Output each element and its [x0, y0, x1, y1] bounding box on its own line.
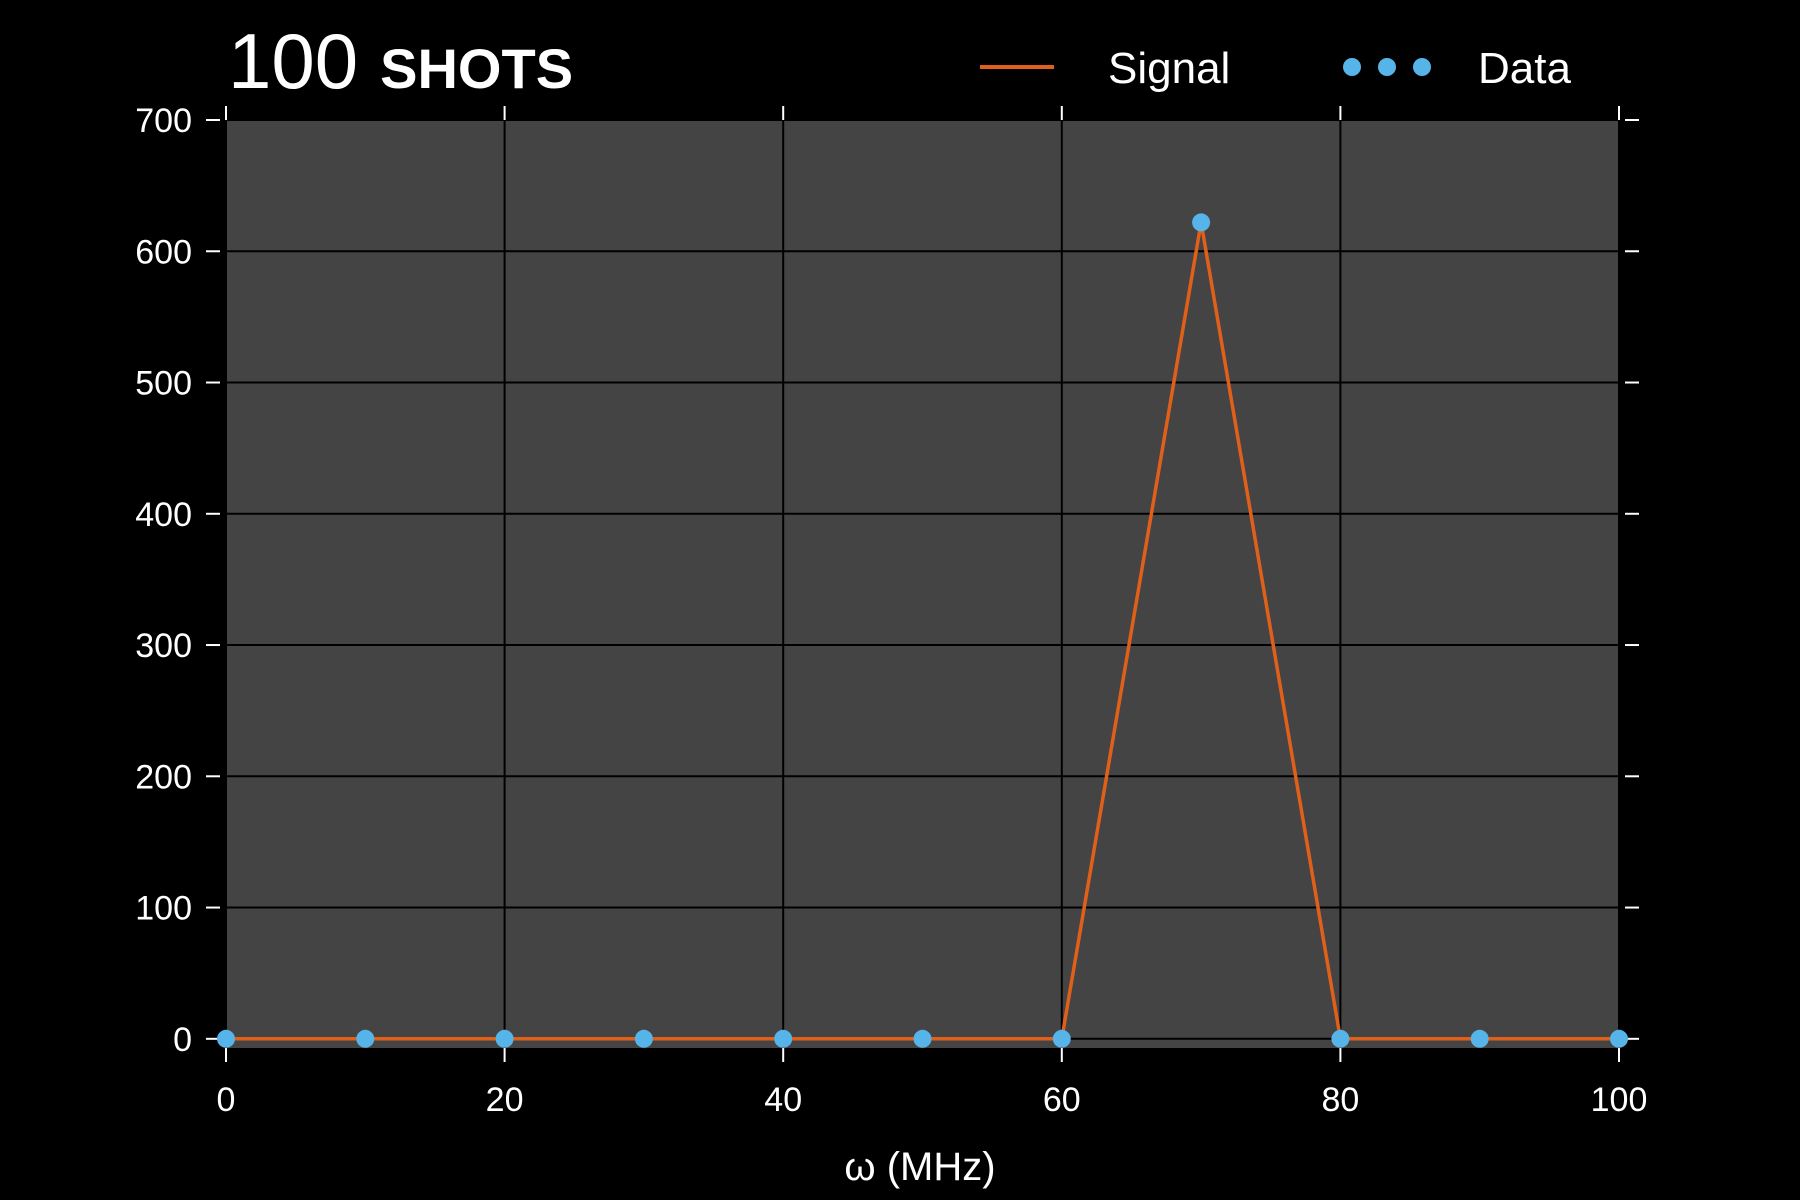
data-point: [217, 1029, 235, 1048]
x-tick-label: 80: [1321, 1081, 1359, 1119]
x-tick-label: 40: [764, 1081, 802, 1119]
plot-area-layer: [226, 120, 1619, 1048]
tick-layer: 0 20 40 60 80 100 0 100 200 300 400 500 600 700: [135, 102, 1647, 1119]
x-tick-label: 100: [1591, 1081, 1648, 1119]
series-layer: [217, 213, 1628, 1048]
data-point: [495, 1029, 514, 1048]
x-tick-label: 20: [486, 1081, 524, 1119]
legend-data-marker: [1378, 58, 1396, 76]
data-point: [356, 1029, 375, 1048]
y-tick-label: 300: [135, 627, 192, 665]
y-tick-label: 0: [173, 1021, 192, 1059]
legend-layer: Signal Data: [980, 44, 1571, 93]
y-tick-label: 700: [135, 102, 192, 140]
data-point: [774, 1029, 793, 1048]
y-tick-label: 400: [135, 496, 192, 534]
data-point: [1331, 1029, 1350, 1048]
x-axis-label: ω (MHz): [844, 1145, 995, 1189]
legend-data-marker: [1343, 58, 1361, 76]
title-number: 100: [228, 17, 358, 105]
data-point: [1610, 1029, 1628, 1048]
legend-data-marker: [1413, 58, 1431, 76]
y-tick-label: 200: [135, 758, 192, 796]
data-point: [634, 1029, 653, 1048]
x-tick-label: 0: [217, 1081, 236, 1119]
legend-data-label: Data: [1478, 44, 1571, 93]
data-point: [913, 1029, 932, 1048]
y-tick-label: 500: [135, 365, 192, 403]
data-point: [1192, 213, 1211, 232]
y-tick-label: 600: [135, 233, 192, 271]
chart-title: 100 SHOTS: [228, 17, 573, 105]
title-word: SHOTS: [380, 37, 573, 100]
x-tick-label: 60: [1043, 1081, 1081, 1119]
legend-signal-label: Signal: [1108, 44, 1230, 93]
plot-area: [226, 120, 1619, 1048]
grid-layer: [225, 119, 1620, 1048]
data-point: [1052, 1029, 1071, 1048]
y-tick-label: 100: [135, 890, 192, 928]
data-point: [1470, 1029, 1489, 1048]
